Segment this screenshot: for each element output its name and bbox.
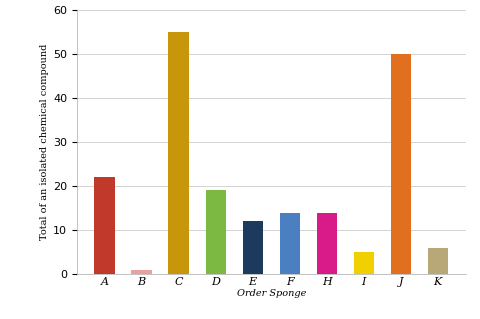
Y-axis label: Total of an isolated chemical compound: Total of an isolated chemical compound — [40, 44, 49, 240]
Bar — [168, 32, 189, 274]
Bar — [391, 54, 411, 274]
Bar — [205, 190, 226, 274]
Bar — [132, 270, 152, 274]
Bar — [316, 212, 337, 274]
X-axis label: Order Sponge: Order Sponge — [237, 288, 306, 298]
Bar — [354, 252, 374, 274]
Bar — [428, 248, 448, 274]
Bar — [95, 177, 115, 274]
Bar — [279, 212, 300, 274]
Bar — [242, 221, 263, 274]
